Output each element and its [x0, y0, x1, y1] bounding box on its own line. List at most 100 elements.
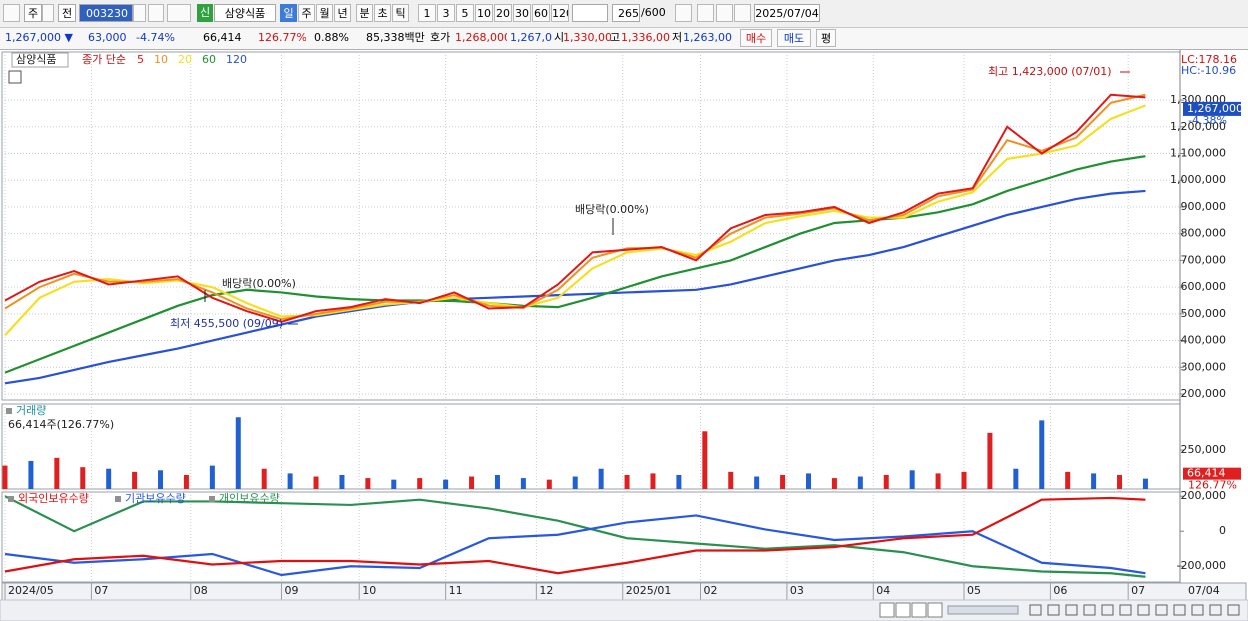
toolbar-item: 1,330,00 [563, 31, 611, 44]
annotation: 배당락(0.00%) [222, 277, 296, 290]
toolbar-item: 고 [610, 31, 621, 44]
tool-icon[interactable] [1155, 604, 1168, 616]
volume-bar [572, 476, 578, 489]
volume-bar [183, 474, 189, 489]
toolbar-item[interactable]: 월 [316, 4, 333, 22]
toolbar-item[interactable]: 년 [334, 4, 351, 22]
toolbar-item[interactable]: 30 [513, 4, 531, 22]
toolbar-item[interactable] [148, 4, 164, 22]
tool-icon[interactable] [1047, 604, 1060, 616]
tool-icon[interactable] [1191, 604, 1204, 616]
annotation: 최저 455,500 (09/09) [170, 317, 283, 330]
tool-icon[interactable] [1029, 604, 1042, 616]
settings-icon [8, 70, 22, 84]
toolbar-item[interactable]: 매도 [777, 29, 811, 47]
toolbar-item[interactable]: 분 [356, 4, 373, 22]
toolbar-item: 63,000 [88, 31, 127, 44]
y-tick-label: 200,000 [1181, 489, 1227, 502]
toolbar-item: 66,414 [203, 31, 242, 44]
volume-bar [80, 467, 86, 489]
y-tick-label: 1,200,000 [1170, 120, 1226, 133]
x-tick-label: 12 [539, 584, 553, 597]
volume-bar [209, 465, 215, 489]
tool-icon[interactable] [1083, 604, 1096, 616]
toolbar-item[interactable]: 매수 [740, 29, 772, 47]
y-tick-label: 900,000 [1181, 200, 1227, 213]
y-tick-label: 1,000,000 [1170, 173, 1226, 186]
annotation: 최고 1,423,000 (07/01) [988, 65, 1112, 78]
scroll-button[interactable] [927, 602, 943, 618]
series-line [4, 104, 1146, 336]
scroll-button[interactable] [911, 602, 927, 618]
toolbar-item[interactable]: 003230 [79, 4, 133, 22]
toolbar-item[interactable]: 5 [456, 4, 474, 22]
toolbar-item[interactable]: 10 [475, 4, 493, 22]
toolbar-item[interactable] [697, 4, 714, 22]
volume-bar [158, 470, 164, 489]
toolbar-item[interactable]: 전 [58, 4, 76, 22]
annotation: 배당락(0.00%) [575, 203, 649, 216]
toolbar-item[interactable]: 일 [280, 4, 297, 22]
scroll-button[interactable] [895, 602, 911, 618]
toolbar-item[interactable] [716, 4, 733, 22]
price-box-label: 1,267,000 [1187, 102, 1243, 115]
legend-entry: 60 [202, 53, 216, 66]
volume-bar [987, 432, 993, 489]
volume-bar [494, 474, 500, 489]
volume-bar [546, 479, 552, 489]
series-line [4, 93, 1146, 321]
toolbar-item[interactable]: 신 [197, 4, 213, 22]
volume-bar [1091, 473, 1097, 489]
toolbar-item[interactable]: 2025/07/04 [754, 4, 820, 22]
x-tick-label: 02 [703, 584, 717, 597]
toolbar-item: 85,338백만 [366, 31, 425, 44]
toolbar-item[interactable] [675, 4, 692, 22]
legend-entry: 20 [178, 53, 192, 66]
toolbar-item[interactable] [3, 4, 20, 22]
toolbar-item[interactable]: 20 [494, 4, 512, 22]
x-end-label: 07/04 [1188, 584, 1220, 597]
volume-bar [287, 473, 293, 489]
x-tick-label: 05 [967, 584, 981, 597]
tool-icon[interactable] [1227, 604, 1240, 616]
toolbar-item[interactable]: 틱 [392, 4, 409, 22]
toolbar-item[interactable] [167, 4, 191, 22]
hc-label: HC:-10.96 [1181, 64, 1236, 77]
toolbar-item[interactable]: 초 [374, 4, 391, 22]
toolbar-item[interactable]: 삼양식품 [214, 4, 276, 22]
legend-entry: 10 [154, 53, 168, 66]
toolbar-item[interactable]: 주 [298, 4, 315, 22]
toolbar-item[interactable]: 평 [816, 29, 836, 47]
toolbar-item[interactable]: 3 [437, 4, 455, 22]
volume-bar [313, 476, 319, 489]
tool-icon[interactable] [1101, 604, 1114, 616]
toolbar-item[interactable] [572, 4, 608, 22]
volume-bar [339, 474, 345, 489]
toolbar-item[interactable]: 265 [612, 4, 640, 22]
toolbar-item[interactable]: 주 [24, 4, 42, 22]
y-tick-label: 700,000 [1181, 253, 1227, 266]
scroll-button[interactable] [879, 602, 895, 618]
tool-icon[interactable] [1173, 604, 1186, 616]
toolbar-item[interactable] [42, 4, 54, 22]
toolbar-item[interactable]: 60 [532, 4, 550, 22]
tool-icon[interactable] [1119, 604, 1132, 616]
chart: 2024/05 07 08 09 10 11 12 2025/01 02 03 04 05 06 07 07… [0, 50, 1248, 621]
toolbar-item[interactable]: 1 [418, 4, 436, 22]
panel-frame [1, 403, 1181, 490]
y-tick-label: 200,000 [1181, 387, 1227, 400]
legend-entry: 개인보유수량 [219, 492, 280, 505]
volume-bar [624, 474, 630, 489]
tool-icon[interactable] [1209, 604, 1222, 616]
toolbar-item[interactable] [734, 4, 751, 22]
toolbar-item[interactable] [133, 4, 146, 22]
tool-icon[interactable] [1137, 604, 1150, 616]
panel-icon [6, 408, 12, 414]
tool-icon[interactable] [1065, 604, 1078, 616]
volume-box [1183, 467, 1241, 480]
legend-icon [115, 496, 121, 502]
toolbar-item[interactable]: 120 [551, 4, 569, 22]
series-line [4, 155, 1146, 374]
y-tick-label: 800,000 [1181, 227, 1227, 240]
